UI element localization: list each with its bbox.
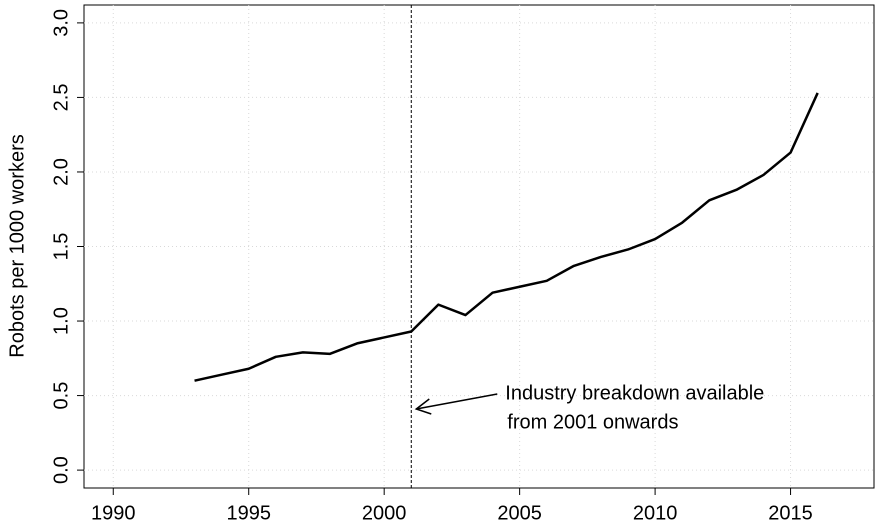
- y-tick-label: 1.0: [50, 307, 72, 335]
- x-tick-label: 2010: [633, 502, 678, 524]
- x-tick-label: 2000: [362, 502, 407, 524]
- y-tick-label: 0.0: [50, 456, 72, 484]
- x-tick-label: 1990: [91, 502, 136, 524]
- plot-frame: [83, 4, 875, 489]
- y-tick-label: 3.0: [50, 9, 72, 37]
- y-tick-label: 2.0: [50, 158, 72, 186]
- y-axis-label: Robots per 1000 workers: [6, 134, 28, 357]
- y-tick-label: 0.5: [50, 382, 72, 410]
- y-tick-label: 1.5: [50, 233, 72, 261]
- annotation-text: from 2001 onwards: [507, 411, 678, 433]
- x-tick-label: 2005: [497, 502, 542, 524]
- annotation-arrowhead: [414, 398, 432, 415]
- y-tick-label: 2.5: [50, 84, 72, 112]
- data-line: [194, 92, 819, 382]
- annotation-arrow: [416, 393, 498, 410]
- annotation-text: Industry breakdown available: [505, 382, 764, 404]
- x-tick-label: 2015: [768, 502, 813, 524]
- x-tick-label: 1995: [226, 502, 271, 524]
